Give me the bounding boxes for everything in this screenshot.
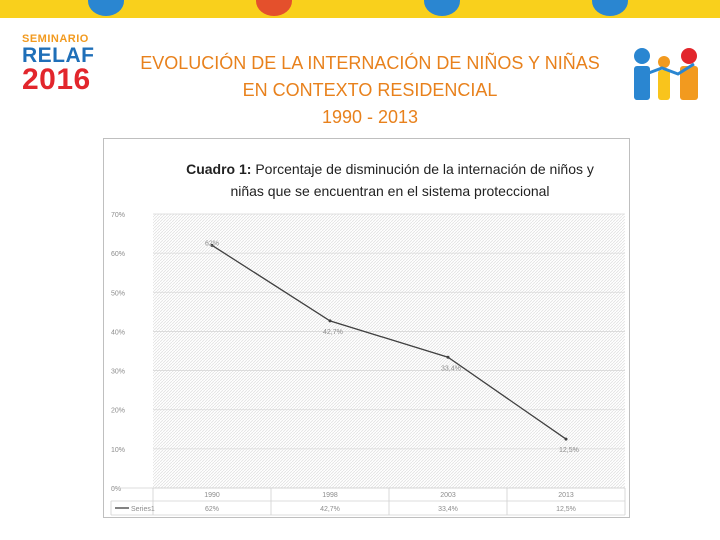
line-chart: 0% 10% 20% 30% 40% 50% 60% 70% 62% 42,7% 33,4% 12,… xyxy=(110,212,626,516)
x-category-label: 2003 xyxy=(440,492,456,499)
top-decorative-band xyxy=(0,0,720,18)
children-group-icon xyxy=(634,48,698,100)
data-label: 33,4% xyxy=(441,365,461,372)
data-point xyxy=(328,319,332,323)
y-tick-label: 20% xyxy=(111,408,125,415)
title-line-3: 1990 - 2013 xyxy=(321,107,419,127)
y-tick-label: 50% xyxy=(111,290,125,297)
plot-area xyxy=(153,214,625,488)
title-line-1: EVOLUCIÓN DE LA INTERNACIÓN DE NIÑOS Y N… xyxy=(140,53,600,73)
data-label: 42,7% xyxy=(323,329,343,336)
y-tick-label: 70% xyxy=(111,212,125,219)
data-point xyxy=(446,355,450,359)
table-value: 12,5% xyxy=(556,506,576,513)
caption-text: Porcentaje de disminución de la internac… xyxy=(230,161,594,199)
y-tick-label: 40% xyxy=(111,329,125,336)
table-value: 42,7% xyxy=(320,506,340,513)
seminario-relaf-logo: SEMINARIO RELAF 2016 xyxy=(22,34,102,104)
y-tick-label: 0% xyxy=(111,486,121,493)
legend-label: Series1 xyxy=(131,506,155,513)
y-tick-label: 30% xyxy=(111,369,125,376)
x-category-label: 2013 xyxy=(558,492,574,499)
x-category-label: 1998 xyxy=(322,492,338,499)
logo-line2: RELAF xyxy=(22,44,95,67)
series-line xyxy=(211,244,567,440)
data-label: 12,5% xyxy=(559,447,579,454)
table-value: 33,4% xyxy=(438,506,458,513)
band-dot-blue-3 xyxy=(592,0,628,16)
data-point xyxy=(210,243,214,247)
logo-line1: SEMINARIO xyxy=(22,33,89,45)
data-point xyxy=(564,437,568,441)
data-label: 62% xyxy=(205,240,219,247)
title-line-2: EN CONTEXTO RESIDENCIAL xyxy=(242,80,498,100)
slide-title: EVOLUCIÓN DE LA INTERNACIÓN DE NIÑOS Y N… xyxy=(100,50,640,131)
band-dot-blue xyxy=(88,0,124,16)
table-value: 62% xyxy=(205,506,219,513)
x-category-label: 1990 xyxy=(204,492,220,499)
band-dot-blue-2 xyxy=(424,0,460,16)
logo-year: 2016 xyxy=(22,63,91,96)
y-tick-label: 10% xyxy=(111,447,125,454)
chart-caption: Cuadro 1: Porcentaje de disminución de l… xyxy=(170,158,610,202)
band-dot-red xyxy=(256,0,292,16)
caption-label: Cuadro 1: xyxy=(186,161,252,177)
y-tick-label: 60% xyxy=(111,251,125,258)
